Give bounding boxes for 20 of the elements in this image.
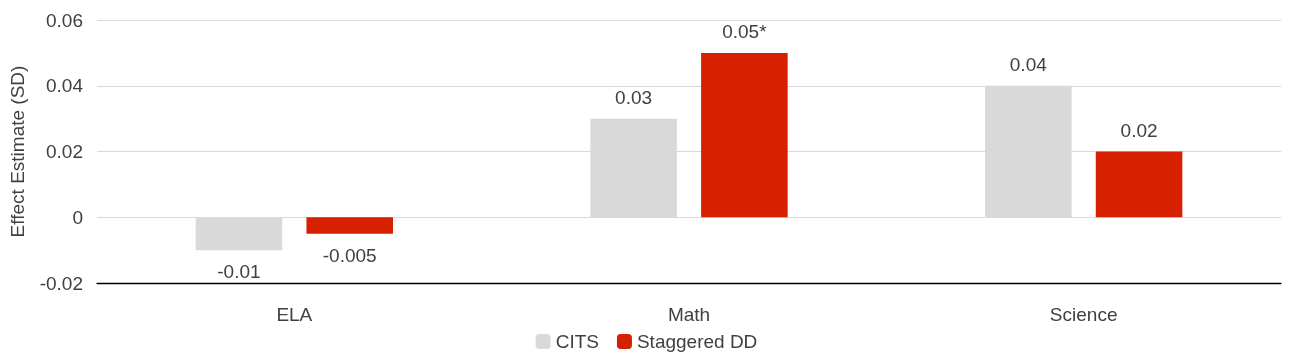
y-tick-label: 0.02 <box>46 141 83 162</box>
data-label: 0.05* <box>722 20 768 42</box>
data-label: -0.01 <box>217 261 261 283</box>
y-tick-label: 0 <box>72 206 83 228</box>
x-tick-label: Math <box>667 304 711 325</box>
legend-label: Staggered DD <box>636 331 758 352</box>
bar <box>1095 151 1183 218</box>
bar <box>306 217 393 234</box>
legend-label: CITS <box>555 331 599 352</box>
data-label: 0.04 <box>1009 53 1048 75</box>
bar <box>701 52 788 218</box>
data-label: 0.02 <box>1120 119 1158 141</box>
x-tick-label: ELA <box>276 304 313 325</box>
y-tick-label: -0.02 <box>39 272 83 294</box>
y-tick-label: 0.06 <box>46 9 83 31</box>
x-tick-label: Science <box>1049 304 1118 325</box>
data-label: 0.03 <box>615 86 653 108</box>
y-axis-title: Effect Estimate (SD) <box>7 65 28 238</box>
y-tick-label: 0.04 <box>46 75 84 97</box>
data-label: -0.005 <box>322 244 377 266</box>
